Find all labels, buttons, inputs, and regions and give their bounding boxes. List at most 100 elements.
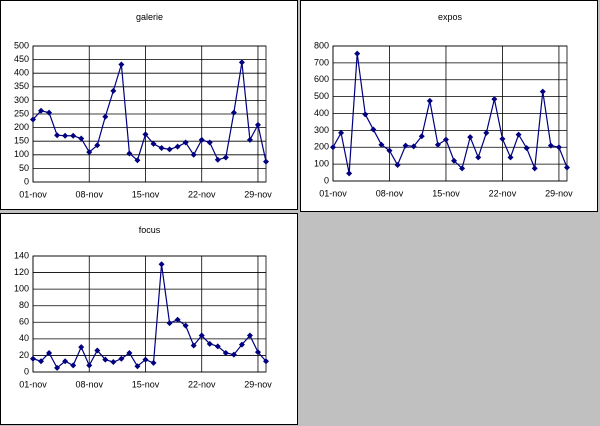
y-tick-label: 20: [19, 350, 29, 360]
chart-title: focus: [139, 225, 161, 235]
data-point: [263, 158, 269, 165]
data-point: [174, 316, 181, 323]
x-tick-label: 15-nov: [132, 379, 160, 389]
data-point: [38, 358, 45, 365]
data-point: [402, 142, 409, 149]
data-point: [222, 154, 229, 161]
data-point: [434, 141, 441, 148]
data-point: [70, 362, 77, 369]
x-tick-label: 08-nov: [376, 188, 404, 198]
data-point: [30, 116, 36, 123]
y-tick-label: 60: [19, 317, 29, 327]
data-point: [78, 344, 85, 351]
data-point: [30, 355, 36, 362]
y-tick-label: 300: [314, 125, 329, 135]
x-tick-label: 01-nov: [19, 379, 47, 389]
y-tick-label: 800: [314, 40, 329, 50]
chart-title: galerie: [136, 12, 163, 22]
data-point: [54, 364, 61, 371]
y-tick-label: 40: [19, 333, 29, 343]
data-point: [174, 143, 181, 150]
data-point: [362, 111, 369, 118]
data-point: [166, 320, 173, 327]
y-tick-label: 450: [14, 54, 29, 64]
data-point: [102, 113, 109, 120]
data-point: [222, 349, 229, 356]
y-tick-label: 200: [14, 122, 29, 132]
data-point: [158, 261, 165, 268]
data-point: [246, 136, 253, 143]
data-point: [190, 342, 197, 349]
data-point: [142, 131, 149, 138]
data-point: [230, 351, 237, 358]
x-tick-label: 29-nov: [244, 379, 272, 389]
y-tick-label: 100: [314, 159, 329, 169]
y-tick-label: 700: [314, 57, 329, 67]
x-tick-label: 22-nov: [188, 379, 216, 389]
plot-area: [32, 45, 267, 183]
data-point: [110, 87, 117, 94]
data-point: [150, 140, 157, 147]
data-point: [499, 135, 506, 142]
data-point: [394, 161, 401, 168]
x-tick-label: 01-nov: [319, 188, 347, 198]
data-point: [214, 156, 221, 163]
data-point: [238, 341, 245, 348]
x-tick-label: 22-nov: [188, 189, 216, 199]
y-tick-label: 500: [14, 40, 29, 50]
data-point: [370, 126, 377, 133]
y-tick-label: 400: [314, 108, 329, 118]
data-point: [254, 121, 261, 128]
chart-title: expos: [438, 12, 463, 22]
plot-area: [32, 255, 267, 373]
data-point: [254, 349, 261, 356]
data-point: [410, 143, 417, 150]
data-point: [564, 164, 570, 171]
data-point: [354, 50, 361, 57]
data-point: [86, 362, 93, 369]
data-point: [386, 147, 393, 154]
data-point: [330, 144, 336, 151]
data-point: [62, 132, 69, 139]
y-tick-label: 200: [314, 142, 329, 152]
plot-area: [332, 45, 568, 182]
data-point: [94, 347, 101, 354]
data-point: [246, 332, 253, 339]
y-tick-label: 0: [24, 176, 29, 186]
y-tick-label: 100: [14, 284, 29, 294]
y-tick-label: 500: [314, 91, 329, 101]
data-point: [110, 359, 117, 366]
y-tick-label: 600: [314, 74, 329, 84]
data-point: [263, 358, 269, 365]
y-tick-label: 300: [14, 95, 29, 105]
data-point: [523, 145, 530, 152]
data-point: [190, 151, 197, 158]
data-point: [230, 109, 237, 116]
data-point: [102, 356, 109, 363]
data-point: [491, 96, 498, 103]
data-point: [459, 165, 466, 172]
data-point: [238, 59, 245, 66]
data-point: [182, 139, 189, 146]
data-point: [475, 154, 482, 161]
x-tick-label: 29-nov: [545, 188, 573, 198]
data-point: [206, 340, 213, 347]
series-line: [332, 53, 568, 174]
data-point: [142, 356, 149, 363]
data-point: [198, 332, 205, 339]
data-point: [531, 165, 538, 172]
y-tick-label: 50: [19, 163, 29, 173]
data-point: [70, 132, 77, 139]
data-point: [62, 358, 69, 365]
y-tick-label: 100: [14, 149, 29, 159]
data-point: [483, 129, 490, 136]
data-point: [86, 149, 93, 156]
data-point: [118, 355, 125, 362]
data-point: [54, 132, 61, 139]
data-point: [134, 363, 141, 370]
data-point: [150, 359, 157, 366]
data-point: [539, 88, 546, 95]
x-tick-label: 01-nov: [19, 189, 47, 199]
y-tick-label: 0: [324, 175, 329, 185]
data-point: [418, 133, 425, 140]
